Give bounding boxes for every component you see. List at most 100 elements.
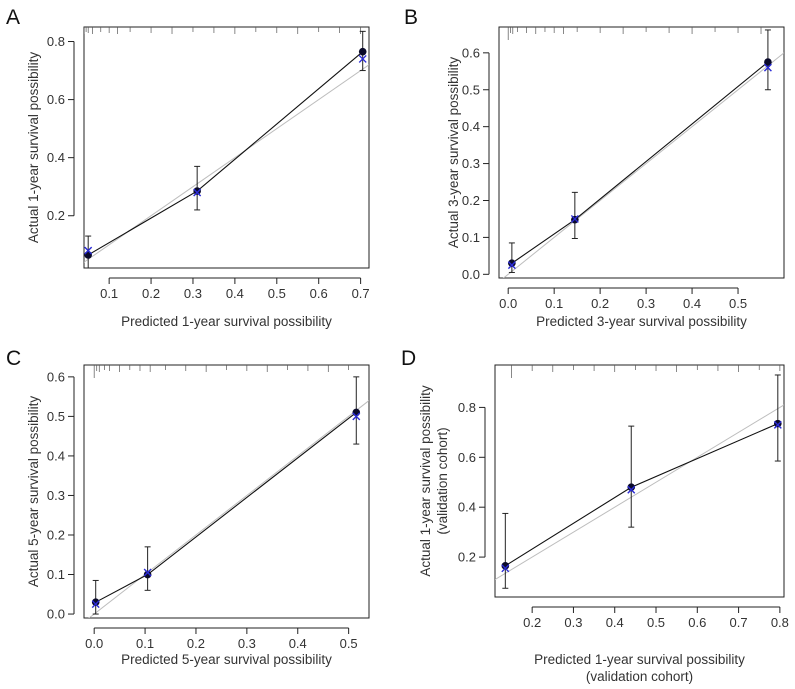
panel-letter: A <box>6 6 20 29</box>
observed-point <box>764 58 772 66</box>
ideal-line <box>88 400 369 618</box>
observed-point <box>358 47 367 56</box>
y-axis-title-2: (validation cohort) <box>435 427 450 534</box>
x-tick-label: 0.3 <box>637 296 655 311</box>
y-tick-label: 0.0 <box>47 607 65 622</box>
x-tick-label: 0.4 <box>289 636 307 651</box>
y-tick-label: 0.3 <box>47 488 65 503</box>
x-tick-label: 0.5 <box>729 296 747 311</box>
y-tick-label: 0.5 <box>462 82 480 97</box>
y-tick-label: 0.6 <box>47 369 65 384</box>
y-tick-label: 0.2 <box>47 527 65 542</box>
x-axis-title: Predicted 1-year survival possibility <box>534 652 745 667</box>
plot-frame <box>83 364 370 619</box>
calibration-line <box>87 51 364 256</box>
observed-point <box>91 598 100 606</box>
y-axis-title: Actual 1-year survival possibility <box>26 52 41 244</box>
bias-corrected-marker <box>773 420 782 429</box>
observed-point <box>774 419 782 428</box>
y-tick-label: 0.6 <box>458 450 476 465</box>
bias-corrected-marker <box>352 412 361 421</box>
y-axis-title: Actual 3-year survival possibility <box>446 57 461 249</box>
bias-corrected-marker <box>358 54 367 63</box>
y-axis-title: Actual 5-year survival possibility <box>26 396 41 588</box>
bias-corrected-marker <box>570 214 579 223</box>
x-tick-label: 0.3 <box>564 615 582 630</box>
panel-c: C 0.0 0.1 0.2 0.3 0.4 0.5 0.0 0.1 0.2 0.3 0.4 0.5 0.6… <box>6 347 370 667</box>
x-tick-label: 0.6 <box>688 615 706 630</box>
x-tick-label: 0.7 <box>730 615 748 630</box>
x-tick-label: 0.1 <box>545 296 563 311</box>
bias-corrected-marker <box>193 188 202 197</box>
x-tick-label: 0.2 <box>523 615 541 630</box>
y-tick-label: 0.0 <box>462 267 480 282</box>
bias-corrected-marker <box>143 568 152 577</box>
observed-point <box>501 562 510 570</box>
x-tick-label: 0.3 <box>238 636 256 651</box>
plot-area <box>88 365 369 618</box>
panel-letter: D <box>401 347 416 370</box>
calibration-line <box>505 423 779 567</box>
plot-frame <box>494 364 785 598</box>
x-axis-title-2: (validation cohort) <box>586 669 693 684</box>
observed-point <box>508 259 516 268</box>
y-tick-label: 0.8 <box>47 34 65 49</box>
x-tick-label: 0.1 <box>100 286 118 301</box>
x-tick-label: 0.4 <box>606 615 624 630</box>
plot-area <box>502 27 784 278</box>
bias-corrected-marker <box>627 485 636 494</box>
y-tick-label: 0.6 <box>47 92 65 107</box>
y-axis-title: Actual 1-year survival possibility <box>418 385 433 577</box>
panel-letter: C <box>6 347 21 370</box>
y-tick-label: 0.2 <box>47 208 65 223</box>
x-tick-label: 0.4 <box>226 286 244 301</box>
observed-point <box>627 483 636 492</box>
plot-frame <box>83 26 370 269</box>
x-tick-label: 0.5 <box>647 615 665 630</box>
x-tick-label: 0.5 <box>340 636 358 651</box>
y-tick-label: 0.1 <box>462 230 480 245</box>
y-tick-label: 0.6 <box>462 45 480 60</box>
x-axis-title: Predicted 5-year survival possibility <box>121 652 332 667</box>
panel-letter: B <box>404 6 418 29</box>
x-tick-label: 0.2 <box>142 286 160 301</box>
x-tick-label: 0.0 <box>499 296 517 311</box>
plot-area <box>495 365 784 589</box>
x-tick-label: 0.2 <box>591 296 609 311</box>
x-tick-label: 0.2 <box>187 636 205 651</box>
x-tick-label: 0.6 <box>310 286 328 301</box>
x-tick-label: 0.5 <box>268 286 286 301</box>
y-tick-label: 0.8 <box>458 400 476 415</box>
y-tick-label: 0.4 <box>462 119 480 134</box>
y-tick-label: 0.2 <box>462 193 480 208</box>
x-tick-label: 0.8 <box>771 615 789 630</box>
x-tick-label: 0.7 <box>352 286 370 301</box>
observed-point <box>193 187 201 195</box>
bias-corrected-marker <box>501 564 510 573</box>
ideal-line <box>495 404 784 580</box>
y-tick-label: 0.1 <box>47 567 65 582</box>
plot-frame <box>498 26 785 279</box>
x-tick-label: 0.3 <box>184 286 202 301</box>
observed-point <box>352 408 361 417</box>
y-tick-label: 0.4 <box>458 500 476 515</box>
y-tick-label: 0.2 <box>458 550 476 565</box>
bias-corrected-marker <box>84 246 93 255</box>
observed-point <box>143 570 152 579</box>
y-tick-label: 0.4 <box>47 448 65 463</box>
panel-d: D 0.2 0.3 0.4 0.5 0.6 0.7 0.8 0.2 0.4 0.6 0.8 Predic… <box>401 347 789 684</box>
x-axis-title: Predicted 3-year survival possibility <box>536 314 747 329</box>
y-tick-label: 0.5 <box>47 409 65 424</box>
bias-corrected-marker <box>763 63 772 72</box>
ideal-line <box>84 64 369 263</box>
x-axis-title: Predicted 1-year survival possibility <box>121 314 332 329</box>
panel-a: A 0.1 0.2 0.3 0.4 0.5 0.6 0.7 0.2 0.4 0.6 0.8 Predic… <box>6 6 370 329</box>
panel-b: B 0.0 0.1 0.2 0.3 0.4 0.5 0.0 0.1 0.2 0.3 0.4 0.5 0.6… <box>404 6 785 329</box>
y-tick-label: 0.4 <box>47 150 65 165</box>
ideal-line <box>502 52 784 278</box>
y-tick-label: 0.3 <box>462 156 480 171</box>
bias-corrected-marker <box>91 600 100 609</box>
plot-area <box>84 27 369 268</box>
x-tick-label: 0.0 <box>85 636 103 651</box>
